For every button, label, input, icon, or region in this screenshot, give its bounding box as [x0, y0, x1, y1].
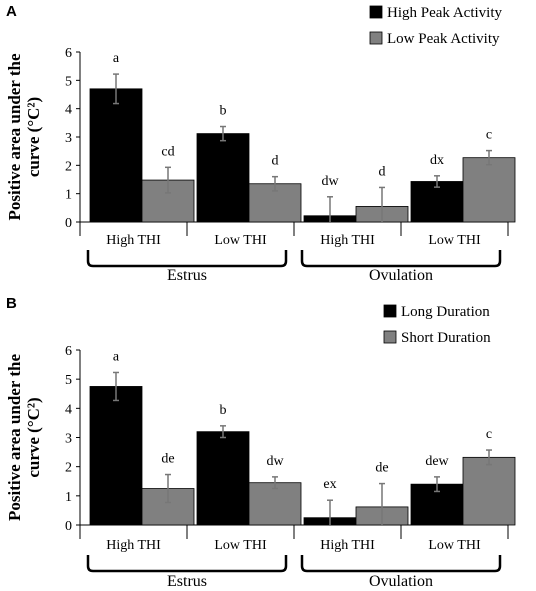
bar-long-duration [196, 431, 250, 526]
group-label: Ovulation [369, 573, 433, 590]
significance-letter: a [113, 349, 120, 364]
legend-label: Low Peak Activity [387, 31, 500, 47]
significance-letter: b [220, 403, 227, 418]
y-tick-label: 5 [65, 74, 72, 89]
y-axis-title-line1: Positive area under the [5, 53, 24, 220]
group-bracket [86, 250, 288, 268]
y-tick-label: 3 [65, 432, 72, 447]
x-category-label: High THI [106, 538, 161, 553]
panel-label: B [6, 295, 17, 312]
y-axis-title-line2: curve (°C²) [24, 97, 43, 177]
y-axis-title-line1: Positive area under the [5, 354, 24, 521]
legend-swatch [383, 330, 397, 344]
group-label: Ovulation [369, 267, 433, 284]
legend-label: High Peak Activity [387, 5, 502, 21]
legend-label: Short Duration [401, 330, 491, 346]
y-tick-label: 6 [65, 46, 72, 61]
significance-letter: c [486, 427, 492, 442]
group-bracket [300, 555, 502, 573]
bar-short-duration [462, 456, 516, 526]
bar-low-peak-activity [462, 157, 516, 223]
x-category-label: Low THI [214, 538, 267, 553]
group-label: Estrus [167, 267, 207, 284]
legend-swatch [369, 5, 383, 19]
y-tick-label: 1 [65, 188, 72, 203]
y-tick-label: 5 [65, 373, 72, 388]
significance-letter: ex [323, 477, 336, 492]
group-label: Estrus [167, 573, 207, 590]
y-tick-label: 2 [65, 159, 72, 174]
x-category-label: Low THI [428, 538, 481, 553]
y-tick-label: 6 [65, 344, 72, 359]
x-category-label: Low THI [428, 233, 481, 248]
y-tick-label: 0 [65, 519, 72, 534]
significance-letter: d [379, 164, 386, 179]
significance-letter: dew [425, 454, 449, 469]
significance-letter: dw [266, 454, 284, 469]
bar-high-peak-activity [89, 88, 143, 223]
group-bracket [86, 555, 288, 573]
bar-short-duration [248, 482, 302, 526]
group-bracket [300, 250, 502, 268]
significance-letter: c [486, 128, 492, 143]
x-category-label: Low THI [214, 233, 267, 248]
bar-high-peak-activity [410, 181, 464, 223]
y-tick-label: 3 [65, 131, 72, 146]
legend-swatch [383, 304, 397, 318]
chart-panel-a: A Positive area under the curve (°C²) 0 1 2 3 4… [5, 3, 516, 284]
y-tick-label: 0 [65, 216, 72, 231]
bar-long-duration [89, 386, 143, 526]
x-category-label: High THI [106, 233, 161, 248]
x-category-label: High THI [320, 233, 375, 248]
significance-letter: dx [430, 153, 444, 168]
significance-letter: a [113, 51, 120, 66]
significance-letter: d [272, 154, 279, 169]
y-tick-label: 4 [65, 103, 72, 118]
y-tick-label: 2 [65, 461, 72, 476]
significance-letter: dw [321, 174, 339, 189]
significance-letter: b [220, 104, 227, 119]
significance-letter: de [161, 452, 174, 467]
y-tick-label: 4 [65, 402, 72, 417]
legend-swatch [369, 31, 383, 45]
y-axis-title-line2: curve (°C²) [24, 397, 43, 477]
significance-letter: de [375, 461, 388, 476]
y-tick-label: 1 [65, 490, 72, 505]
legend-label: Long Duration [401, 304, 490, 320]
x-category-label: High THI [320, 538, 375, 553]
significance-letter: cd [161, 144, 174, 159]
bar-high-peak-activity [196, 133, 250, 223]
chart-panel-b: B Positive area under the curve (°C²) 0 1 2 3 4… [5, 295, 516, 590]
panel-label: A [6, 3, 17, 20]
